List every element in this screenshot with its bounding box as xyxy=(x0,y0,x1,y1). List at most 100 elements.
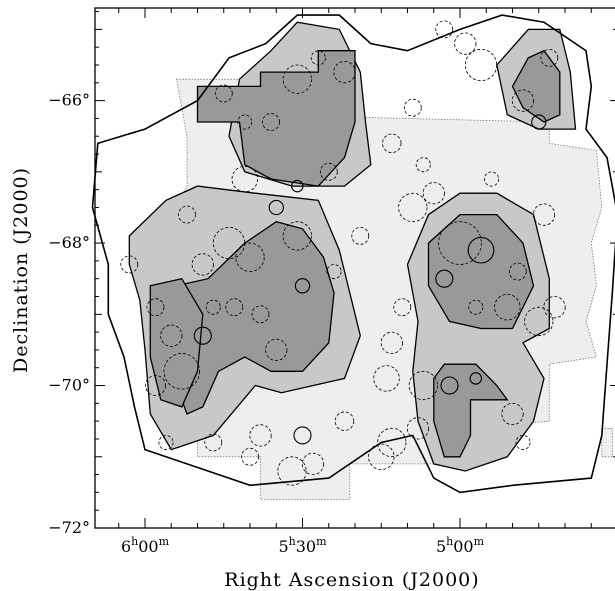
source-circle-37 xyxy=(469,372,483,385)
plot-frame xyxy=(94,7,615,529)
circle-layer xyxy=(120,20,566,486)
source-circle-26 xyxy=(435,269,454,288)
source-circle-56 xyxy=(225,298,244,317)
source-circle-8 xyxy=(268,199,284,216)
y-tick-label: −72° xyxy=(48,518,90,537)
source-circle-47 xyxy=(241,447,259,466)
outer-contour-layer xyxy=(91,14,615,494)
source-circle-10 xyxy=(319,162,338,181)
tick-layer xyxy=(95,8,615,529)
source-circle-27 xyxy=(508,262,527,281)
source-circle-45 xyxy=(301,452,325,475)
tick-unit: m xyxy=(316,535,327,548)
tick-unit: h xyxy=(446,535,453,548)
region-layer xyxy=(128,21,613,500)
source-circle-40 xyxy=(501,402,524,426)
source-circle-43 xyxy=(334,411,355,431)
source-circle-22 xyxy=(483,171,499,187)
source-circle-65 xyxy=(351,226,370,245)
dark-ne xyxy=(511,49,561,123)
source-circle-53 xyxy=(160,324,183,347)
source-circle-64 xyxy=(251,305,270,324)
tick-value: 5 xyxy=(436,537,446,556)
source-circle-58 xyxy=(212,227,246,260)
source-circle-12 xyxy=(454,32,477,55)
tick-unit: h xyxy=(131,535,138,548)
source-circle-24 xyxy=(438,221,482,265)
tick-value: 5 xyxy=(278,537,288,556)
source-circle-39 xyxy=(377,427,407,458)
source-circle-16 xyxy=(540,49,559,67)
source-circle-52 xyxy=(163,353,200,390)
source-circle-31 xyxy=(543,296,566,319)
source-circle-14 xyxy=(511,89,535,112)
source-circle-66 xyxy=(326,264,342,280)
tick-unit: m xyxy=(474,535,485,548)
source-circle-36 xyxy=(440,376,459,395)
source-circle-7 xyxy=(231,165,259,193)
dark-east-north xyxy=(427,213,535,330)
source-circle-51 xyxy=(145,375,166,396)
tick-value: 6 xyxy=(121,537,131,556)
tick-value: 00 xyxy=(138,537,158,556)
y-tick-label: −70° xyxy=(48,376,90,395)
source-circle-61 xyxy=(282,221,312,251)
source-circle-68 xyxy=(146,298,165,317)
source-circle-20 xyxy=(422,182,445,205)
source-circle-33 xyxy=(380,331,403,354)
y-axis-title: Declination (J2000) xyxy=(10,167,32,373)
source-circle-32 xyxy=(393,298,412,317)
tick-value: 30 xyxy=(296,537,316,556)
dark-north xyxy=(196,50,356,187)
dark-east-south xyxy=(433,363,509,458)
source-circle-30 xyxy=(524,306,554,336)
source-circle-55 xyxy=(205,299,221,315)
source-circle-15 xyxy=(531,114,547,130)
source-circle-4 xyxy=(237,114,253,130)
source-circle-38 xyxy=(406,417,430,440)
source-circle-46 xyxy=(277,456,307,486)
source-circle-67 xyxy=(120,255,139,274)
dark-west-b xyxy=(149,277,204,408)
source-circle-59 xyxy=(191,253,214,276)
source-circle-34 xyxy=(373,365,400,392)
source-circle-3 xyxy=(214,84,233,103)
source-circle-21 xyxy=(398,192,428,223)
tick-value: 00 xyxy=(453,537,473,556)
source-circle-63 xyxy=(265,338,288,361)
source-circle-5 xyxy=(262,113,280,131)
x-tick-label: 5h00m xyxy=(436,535,485,556)
source-circle-11 xyxy=(435,20,454,39)
tick-unit: h xyxy=(289,535,296,548)
source-circle-6 xyxy=(333,60,356,84)
tick-label-layer: −66°−68°−70°−72°6h00m 5h30m 5h00m xyxy=(48,91,484,556)
source-circle-17 xyxy=(403,98,422,117)
source-circle-2 xyxy=(310,50,326,66)
source-circle-41 xyxy=(515,434,531,450)
source-circle-25 xyxy=(467,236,495,264)
source-circle-1 xyxy=(282,64,312,94)
source-circle-28 xyxy=(494,294,521,321)
survey-patch-east xyxy=(601,427,613,458)
x-tick-label: 5h30m xyxy=(278,535,327,556)
source-circle-62 xyxy=(294,278,311,294)
source-circle-50 xyxy=(158,434,174,450)
source-circle-57 xyxy=(235,242,265,272)
source-circle-23 xyxy=(532,203,556,226)
source-circle-29 xyxy=(468,299,484,315)
tick-unit: m xyxy=(159,535,170,548)
source-circle-19 xyxy=(415,157,431,173)
source-circle-13 xyxy=(464,48,498,82)
source-circle-49 xyxy=(204,433,223,452)
source-circle-44 xyxy=(293,426,312,445)
y-tick-label: −66° xyxy=(48,91,90,110)
outer-contour xyxy=(91,14,615,494)
source-circle-9 xyxy=(291,179,304,193)
source-circle-35 xyxy=(408,370,438,401)
source-circle-18 xyxy=(382,133,402,154)
y-tick-label: −68° xyxy=(48,233,90,252)
source-circle-54 xyxy=(193,326,212,345)
source-circle-48 xyxy=(249,424,272,447)
x-axis-title: Right Ascension (J2000) xyxy=(224,569,479,591)
